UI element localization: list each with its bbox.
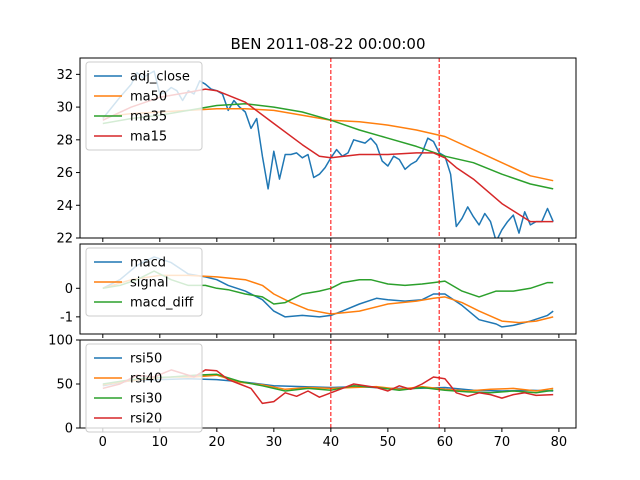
axes-frame [79,57,577,239]
y-tick-label: 50 [56,378,73,393]
y-tick-label: -1 [60,310,73,325]
x-tick-label: 70 [494,435,511,450]
x-tick-label: 20 [209,435,226,450]
chart-title: BEN 2011-08-22 00:00:00 [230,35,425,53]
x-tick-label: 60 [437,435,454,450]
legend-label: ma35 [130,110,167,125]
price-panel: 22 24 26 28 30 32 adj_close ma50 ma35 ma15 [56,57,577,247]
legend-label: rsi40 [130,372,162,387]
legend-label: macd_diff [130,296,194,311]
legend: macd signal macd_diff [85,247,203,317]
axes-frame [79,243,577,335]
y-tick-label: 24 [56,199,73,214]
y-tick-label: 0 [65,422,73,437]
legend: adj_close ma50 ma35 ma15 [85,61,203,151]
legend-label: adj_close [130,70,190,85]
legend-label: macd [130,256,166,271]
x-tick-label: 10 [152,435,169,450]
x-tick-label: 30 [266,435,283,450]
y-tick-label: 26 [56,166,73,181]
x-tick-label: 0 [99,435,107,450]
legend-label: rsi20 [130,412,162,427]
x-tick-label: 40 [323,435,340,450]
x-tick-label: 50 [380,435,397,450]
y-tick-label: 28 [56,133,73,148]
legend-label: signal [130,276,168,291]
legend-label: rsi50 [130,352,162,367]
macd-panel: -1 0 macd signal macd_diff [60,243,577,338]
y-tick-label: 100 [48,334,73,349]
x-tick-label: 80 [551,435,568,450]
series-line-signal [102,274,554,324]
legend-label: ma50 [130,90,167,105]
legend-label: ma15 [130,130,167,145]
y-tick-label: 30 [56,101,73,116]
y-tick-label: 32 [56,68,73,83]
y-tick-label: 0 [65,282,73,297]
legend: rsi50 rsi40 rsi30 rsi20 [85,343,203,433]
y-tick-label: 22 [56,232,73,247]
legend-label: rsi30 [130,392,162,407]
